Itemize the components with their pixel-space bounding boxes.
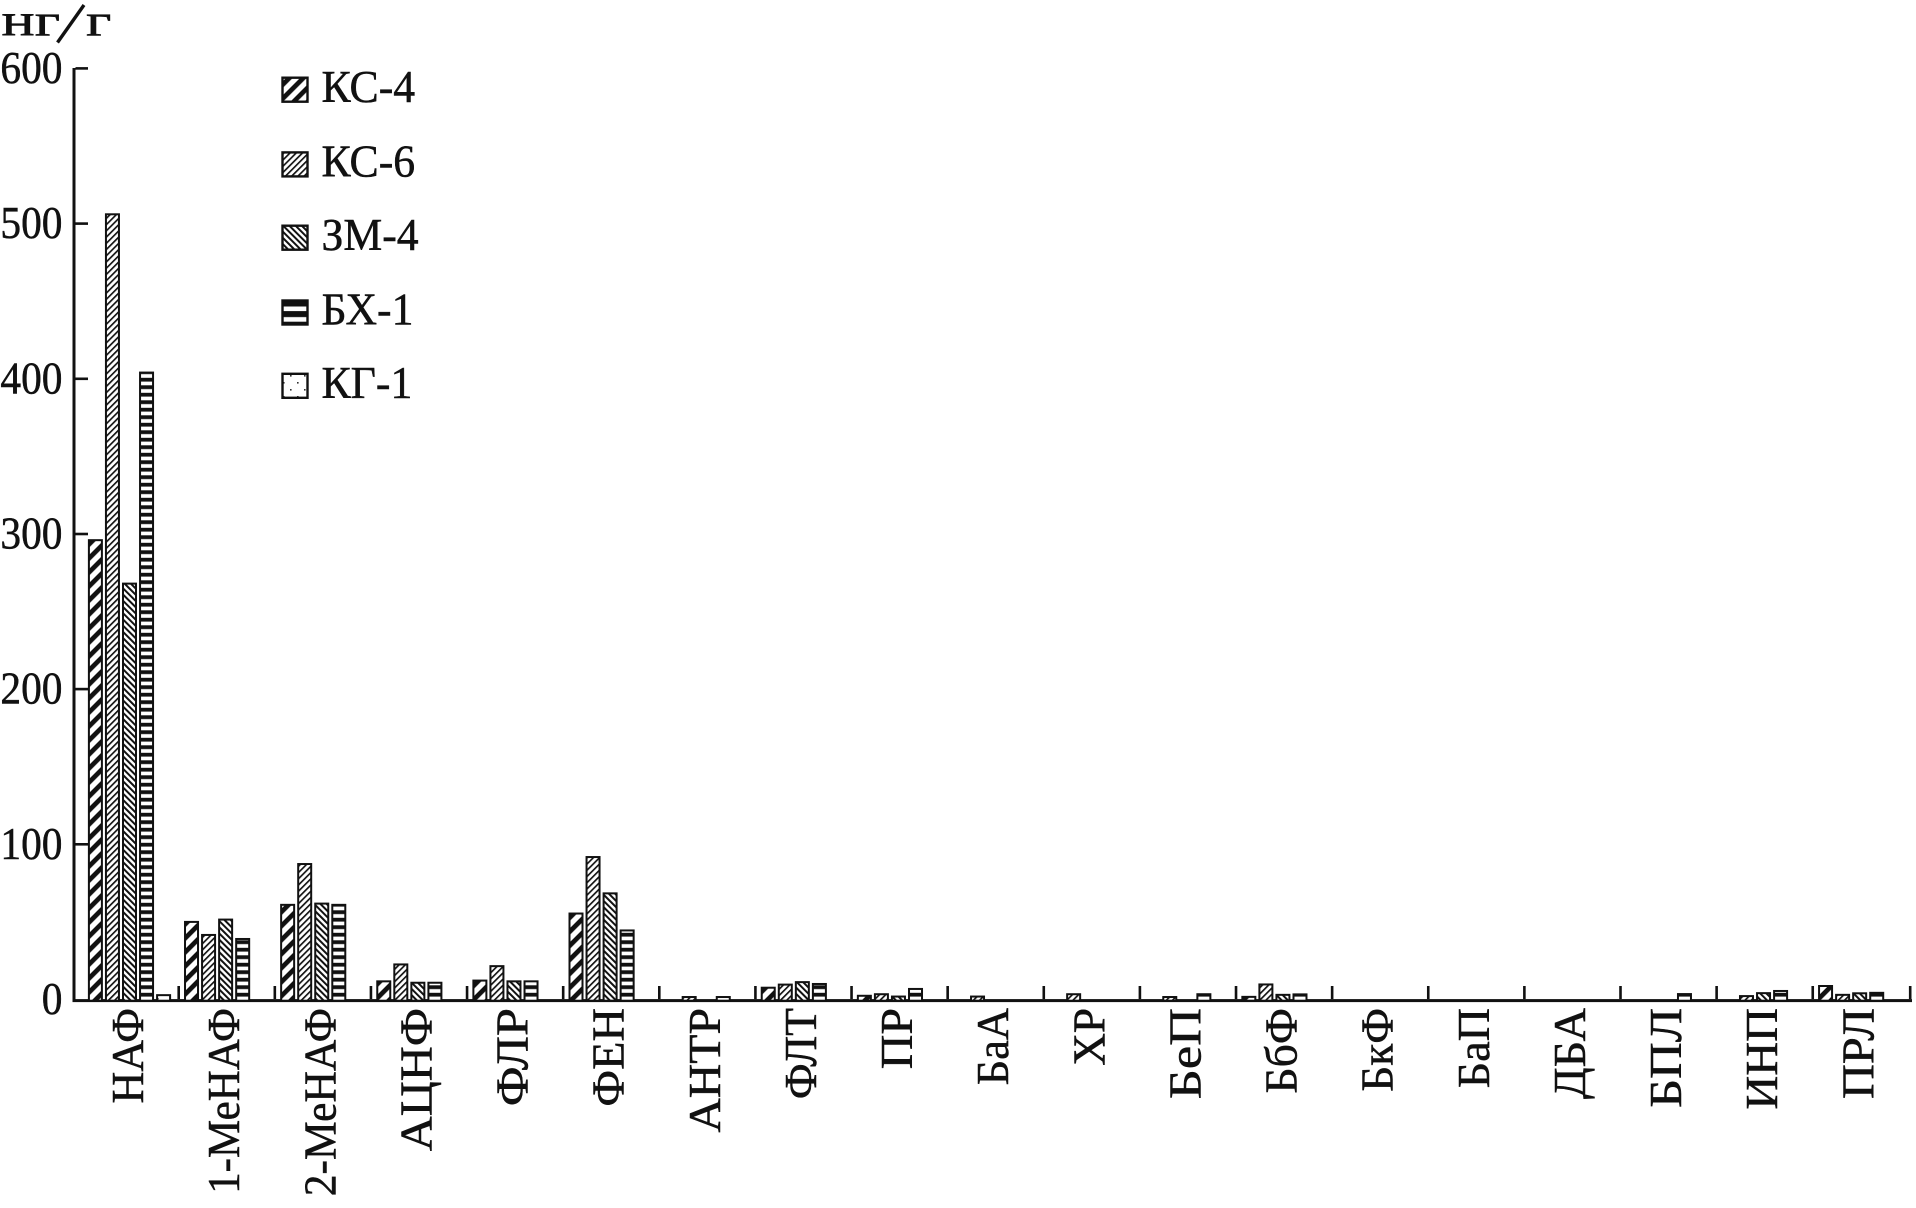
svg-text:КГ-1: КГ-1	[322, 357, 413, 408]
svg-text:БаП: БаП	[1448, 1008, 1499, 1088]
svg-text:БеП: БеП	[1159, 1008, 1210, 1099]
svg-text:400: 400	[0, 353, 62, 403]
svg-text:БкФ: БкФ	[1352, 1008, 1403, 1092]
svg-text:НАФ: НАФ	[102, 1008, 153, 1104]
svg-text:1-МеНАФ: 1-МеНАФ	[198, 1008, 249, 1194]
svg-text:ИНП: ИНП	[1736, 1008, 1787, 1110]
svg-text:БХ-1: БХ-1	[322, 284, 414, 335]
svg-text:0: 0	[42, 974, 63, 1024]
svg-text:300: 300	[0, 509, 62, 559]
svg-text:ХР: ХР	[1063, 1008, 1114, 1066]
svg-text:ФЛТ: ФЛТ	[775, 1008, 826, 1099]
svg-text:КС-6: КС-6	[322, 136, 416, 187]
svg-text:500: 500	[0, 198, 62, 248]
svg-text:БаА: БаА	[967, 1008, 1018, 1085]
svg-text:АНТР: АНТР	[679, 1008, 730, 1133]
svg-text:100: 100	[0, 819, 62, 869]
svg-text:АЦНФ: АЦНФ	[391, 1008, 442, 1151]
svg-text:ПР: ПР	[871, 1008, 922, 1069]
svg-text:г: г	[86, 0, 111, 46]
svg-text:ФЛР: ФЛР	[487, 1008, 538, 1106]
svg-text:ФЕН: ФЕН	[583, 1008, 634, 1107]
svg-text:КС-4: КС-4	[322, 61, 416, 112]
svg-text:2-МеНАФ: 2-МеНАФ	[294, 1008, 345, 1196]
svg-text:ПРЛ: ПРЛ	[1832, 1008, 1883, 1099]
svg-text:БбФ: БбФ	[1256, 1008, 1307, 1094]
svg-text:ДБА: ДБА	[1544, 1008, 1595, 1099]
svg-text:600: 600	[0, 43, 62, 93]
svg-text:БПЛ: БПЛ	[1640, 1008, 1691, 1108]
svg-text:200: 200	[0, 664, 62, 714]
svg-text:ЗМ-4: ЗМ-4	[322, 209, 419, 260]
svg-text:нг: нг	[2, 0, 61, 46]
